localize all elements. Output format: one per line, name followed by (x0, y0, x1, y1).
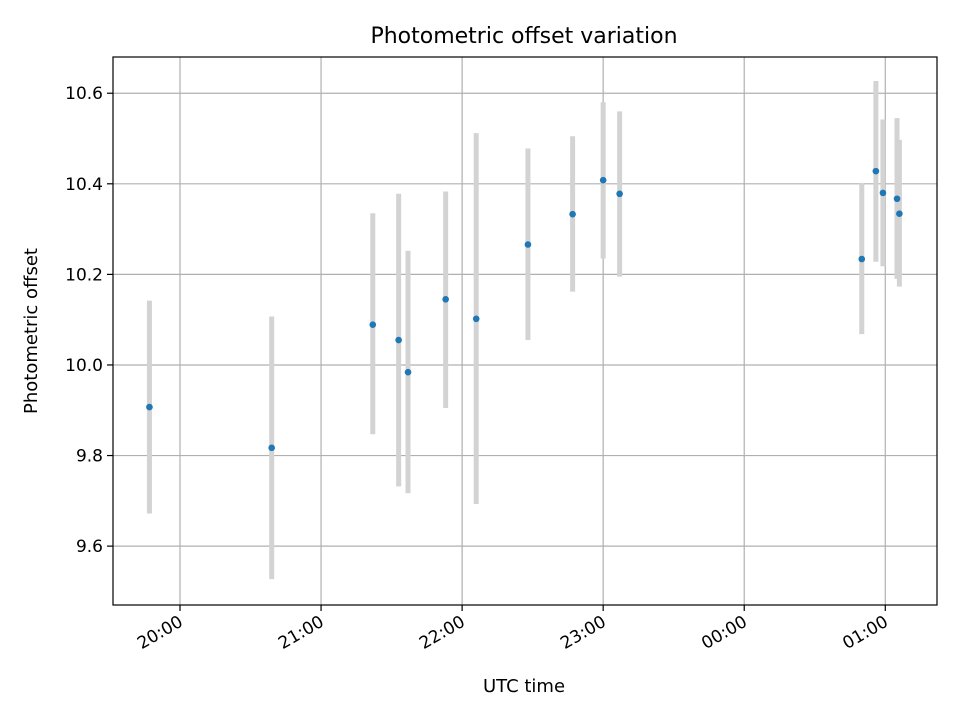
data-point (896, 210, 903, 218)
data-point (404, 368, 412, 376)
y-axis-ticks: 9.6 9.8 10.0 10.2 10.4 10.6 (65, 84, 113, 557)
data-point (858, 255, 866, 263)
y-tick-label: 10.4 (65, 175, 103, 195)
y-tick-label: 10.0 (65, 356, 103, 376)
y-tick-label: 10.2 (65, 265, 103, 285)
data-points (146, 167, 903, 452)
data-point (442, 295, 449, 303)
data-point (893, 195, 901, 203)
data-point (879, 189, 887, 197)
y-tick-label: 10.6 (65, 84, 103, 104)
data-point (872, 167, 880, 175)
data-point (268, 444, 275, 452)
x-axis-label: UTC time (483, 676, 565, 697)
plot-frame (112, 56, 938, 606)
chart-title: Photometric offset variation (370, 24, 677, 49)
data-point (472, 315, 480, 323)
y-axis-label: Photometric offset (21, 248, 42, 414)
data-point (599, 176, 607, 184)
data-point (146, 403, 153, 411)
y-tick-label: 9.8 (76, 447, 103, 467)
data-point (616, 190, 623, 198)
data-point (569, 210, 576, 218)
data-point (524, 241, 532, 248)
y-tick-label: 9.6 (76, 537, 103, 557)
data-point (395, 336, 402, 344)
data-point (369, 321, 377, 328)
